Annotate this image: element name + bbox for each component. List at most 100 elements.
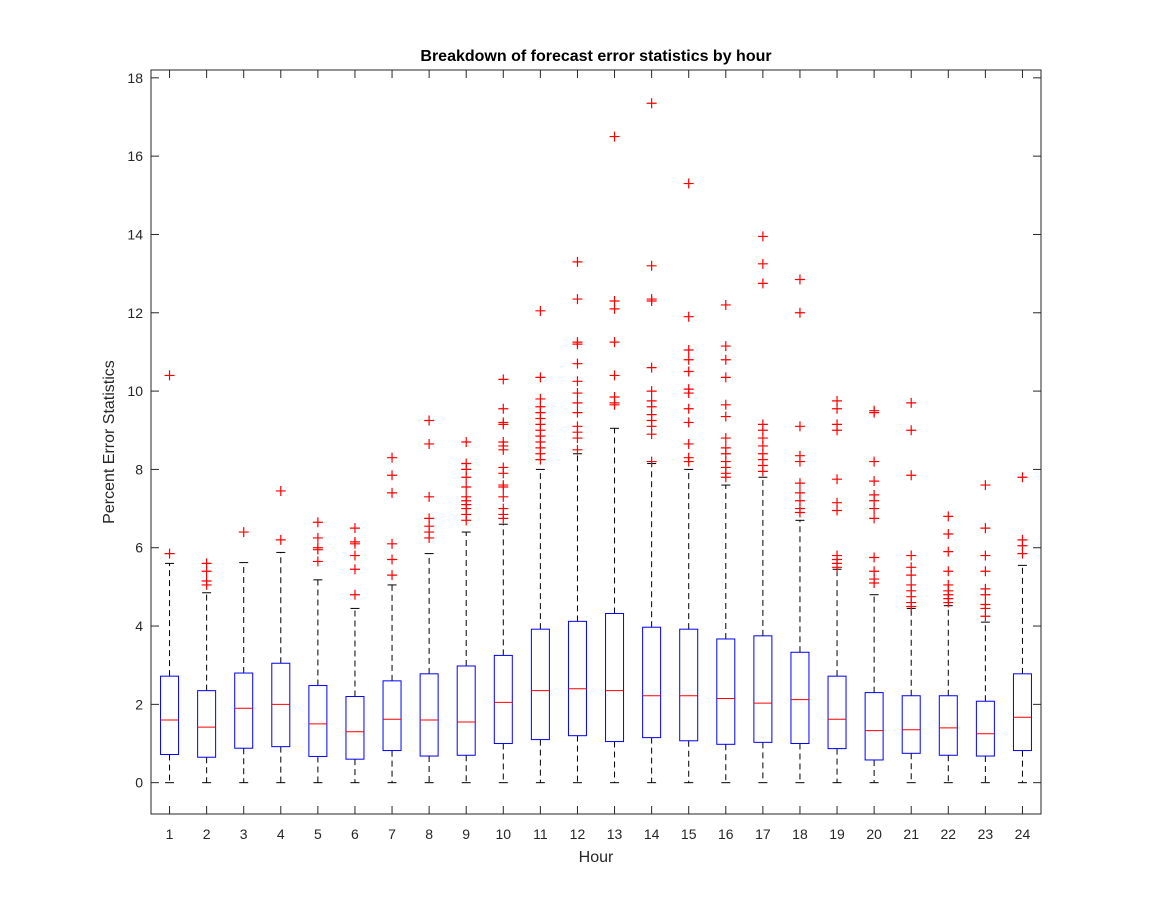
outlier-marker [1017,472,1028,483]
x-tick-label: 2 [203,826,211,842]
outlier-marker [609,131,620,142]
outlier-marker [832,395,843,406]
outlier-marker [424,438,435,449]
box-iqr [493,654,513,745]
outlier-marker [498,417,509,428]
outlier-marker [572,376,583,387]
outlier-marker [498,491,509,502]
outlier-marker [980,480,991,491]
outlier-marker [349,550,360,561]
x-tick-label: 11 [533,826,548,842]
outlier-marker [980,550,991,561]
outlier-marker [609,337,620,348]
outlier-marker [312,517,323,528]
outlier-marker [201,576,212,587]
outlier-marker [683,311,694,322]
outlier-marker [424,415,435,426]
outlier-marker [757,419,768,430]
outlier-marker [498,462,509,473]
outlier-marker [312,542,323,553]
outlier-marker [869,489,880,500]
outlier-marker [720,299,731,310]
outlier-marker [683,403,694,414]
outlier-marker [720,411,731,422]
outlier-marker [572,358,583,369]
outlier-marker [312,556,323,567]
outlier-marker [794,487,805,498]
outlier-marker [980,599,991,610]
outlier-marker [980,583,991,594]
box-iqr [642,626,662,739]
outlier-marker [869,552,880,563]
outlier-marker [201,558,212,569]
outlier-marker [349,589,360,600]
outlier-marker [683,354,694,365]
outlier-marker [720,442,731,453]
outlier-marker [349,523,360,534]
outlier-marker [572,294,583,305]
outlier-marker [387,470,398,481]
outlier-marker [164,370,175,381]
box-iqr [567,620,587,737]
outlier-marker [906,470,917,481]
x-tick-label: 19 [829,826,845,842]
outlier-marker [794,450,805,461]
box-iqr [679,628,699,742]
outlier-marker [498,480,509,491]
axes-frame [150,69,1042,815]
x-tick-label: 13 [607,826,623,842]
outlier-marker [572,444,583,455]
y-axis-label: Percent Error Statistics [101,360,118,524]
box-iqr [308,685,328,757]
y-tick-label: 6 [135,540,143,556]
outlier-marker [683,417,694,428]
y-tick-label: 16 [127,148,143,164]
y-tick-label: 4 [135,618,143,634]
box-iqr [382,680,402,752]
outlier-marker [275,534,286,545]
outlier-marker [424,513,435,524]
box-iqr [753,635,773,743]
outlier-marker [869,476,880,487]
x-tick-label: 18 [792,826,808,842]
x-tick-label: 4 [277,826,285,842]
outlier-marker [943,566,954,577]
outlier-marker [387,452,398,463]
outlier-marker [312,532,323,543]
x-tick-label: 24 [1015,826,1031,842]
outlier-marker [794,307,805,318]
outlier-marker [683,344,694,355]
box-iqr [419,673,439,757]
outlier-marker [424,491,435,502]
x-axis-label: Hour [579,849,614,866]
x-tick-label: 7 [388,826,396,842]
box-iqr [901,695,921,754]
y-tick-label: 0 [135,775,143,791]
outlier-marker [609,296,620,307]
box-iqr [1012,673,1032,752]
outlier-marker [943,546,954,557]
box-iqr [605,613,625,743]
outlier-marker [646,98,657,109]
outlier-marker [646,395,657,406]
outlier-marker [572,337,583,348]
outlier-marker [943,529,954,540]
box-iqr [345,696,365,760]
y-tick-label: 8 [135,461,143,477]
outlier-marker [461,491,472,502]
outlier-marker [646,260,657,271]
outlier-marker [683,438,694,449]
outlier-marker [869,513,880,524]
outlier-marker [387,570,398,581]
outlier-marker [498,503,509,514]
outlier-marker [720,354,731,365]
x-tick-label: 16 [718,826,734,842]
outlier-marker [794,421,805,432]
outlier-marker [1017,534,1028,545]
x-tick-label: 22 [941,826,957,842]
outlier-marker [794,274,805,285]
x-tick-label: 6 [351,826,359,842]
y-tick-label: 12 [127,305,143,321]
box-iqr [456,665,476,756]
